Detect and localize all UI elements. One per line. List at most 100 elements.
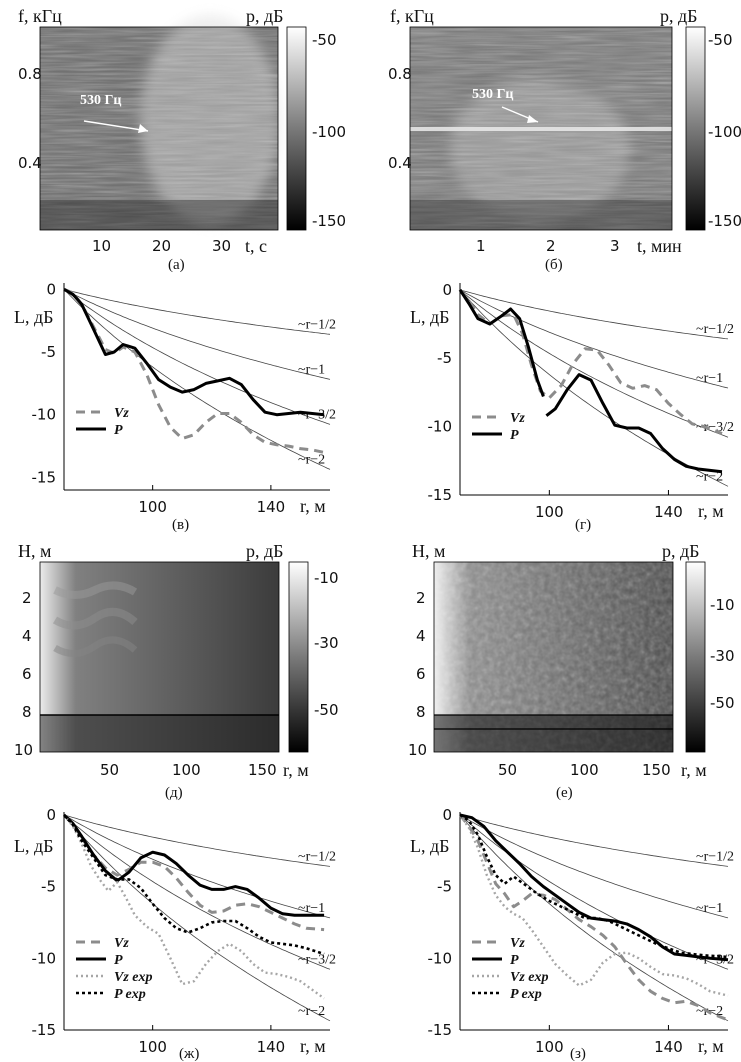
caption: (з): [570, 1046, 586, 1062]
xtick-label: 140: [654, 503, 683, 521]
series-line-vz-exp: [63, 814, 325, 1000]
legend-label: Vz: [510, 936, 525, 951]
xtick-label: 140: [257, 1038, 286, 1056]
cbar-a-tick-150: -150: [312, 212, 346, 230]
power-law-curve-3: [63, 814, 331, 970]
power-law-curve-1: [459, 814, 729, 867]
ytick-a-0.4: 0.4: [18, 154, 42, 172]
ylabel: L, дБ: [410, 836, 450, 856]
xtick-label: 140: [654, 1038, 683, 1056]
power-law-label: ~r−2: [696, 469, 723, 484]
power-law-curve-1: [63, 288, 331, 335]
power-law-curve-4: [63, 814, 331, 1022]
spectrogram-b-frame: [409, 26, 673, 231]
colorbar-b: [685, 26, 706, 231]
ytick-e-4: 4: [22, 627, 32, 645]
cbar-e-tick-50: -50: [314, 701, 339, 719]
series-line-p: [63, 287, 325, 417]
spectrogram-b-low-band: [410, 200, 672, 230]
spectrogram-a-frame: [39, 26, 279, 231]
ytick-label: -10: [32, 406, 57, 424]
power-law-label: ~r−1/2: [298, 317, 336, 332]
ytick-label: -5: [437, 349, 452, 367]
ytick-label: 0: [442, 806, 452, 824]
xtick-e-150: 150: [248, 761, 277, 779]
caption-f: (е): [556, 785, 573, 801]
ytick-e-10: 10: [14, 741, 33, 759]
ytick-label: 0: [46, 806, 56, 824]
colorbar-a: [286, 26, 307, 231]
spectrogram-b-bright-region: [450, 80, 630, 220]
legend-label: P exp: [114, 987, 146, 1002]
spectrogram-a-low-band: [40, 200, 278, 230]
ytick-label: -15: [428, 1021, 453, 1039]
ytick-label: -5: [41, 878, 56, 896]
cbar-a-tick-50: -50: [312, 31, 337, 49]
legend-label: P exp: [510, 987, 542, 1002]
cbar-e-tick-30: -30: [314, 634, 339, 652]
cbar-e-tick-10: -10: [314, 569, 339, 587]
power-law-curve-2: [459, 814, 729, 919]
panel-b: 530 Гц 0.8 0.4 1 2 3 t, мин f, кГц p, дБ…: [388, 6, 741, 273]
power-law-label: ~r−3/2: [298, 952, 336, 967]
cbar-b-tick-150: -150: [708, 212, 741, 230]
colorbar-f: [685, 561, 706, 753]
power-law-label: ~r−1/2: [696, 849, 734, 864]
heatmap-e-fringe: [53, 581, 138, 599]
panel-a: 530 Гц 0.8 0.4 10 20 30 t, с f, кГц p, д…: [18, 6, 346, 273]
power-law-curve-2: [63, 288, 331, 380]
series-line-vz: [458, 288, 723, 435]
ytick-b-0.8: 0.8: [388, 65, 412, 83]
ytick-f-8: 8: [416, 703, 426, 721]
series-line-vz: [458, 813, 729, 1022]
ytick-label: -10: [428, 418, 453, 436]
heatmap-e-fringe: [52, 608, 138, 630]
legend-label: Vz: [114, 406, 129, 421]
caption-e: (д): [165, 785, 183, 801]
ylabel-f: H, м: [412, 541, 445, 561]
ytick-label: -15: [32, 1021, 57, 1039]
series-line-vz: [62, 813, 325, 932]
legend-label: Vz exp: [510, 970, 549, 985]
series-line-p: [458, 288, 723, 474]
ytick-label: -5: [41, 343, 56, 361]
heatmap-e-interference-pattern: [52, 581, 138, 657]
xlabel-b: t, мин: [637, 236, 682, 256]
caption: (ж): [179, 1046, 199, 1062]
ytick-label: -5: [437, 878, 452, 896]
ytick-label: 0: [442, 281, 452, 299]
cbar-f-tick-30: -30: [710, 647, 735, 665]
xtick-label: 100: [535, 1038, 564, 1056]
ytick-label: 0: [46, 280, 56, 298]
xtick-label: 140: [257, 498, 286, 516]
annotation-arrowhead-b: [527, 115, 538, 123]
power-law-curve-3: [459, 289, 729, 438]
ytick-label: -10: [32, 949, 57, 967]
ytick-e-6: 6: [22, 665, 32, 683]
caption: (г): [575, 517, 591, 533]
xlabel-e: r, м: [283, 760, 309, 780]
series-line-vz-exp: [459, 814, 729, 997]
xtick-b-2: 2: [546, 237, 556, 255]
cbar-a-tick-100: -100: [312, 123, 346, 141]
power-law-label: ~r−1/2: [298, 849, 336, 864]
ylabel: L, дБ: [14, 836, 54, 856]
annotation-arrow-a: [83, 120, 149, 132]
legend-label: P: [114, 423, 123, 438]
ylabel-b: f, кГц: [390, 6, 434, 26]
ylabel: L, дБ: [14, 307, 54, 327]
xtick-label: 100: [535, 503, 564, 521]
power-law-label: ~r−1: [696, 371, 723, 386]
ylabel-e: H, м: [18, 541, 51, 561]
caption-a: (а): [168, 257, 185, 273]
power-law-label: ~r−1: [298, 901, 325, 916]
ytick-label: -15: [32, 468, 57, 486]
ytick-f-6: 6: [416, 665, 426, 683]
heatmap-e-bottom-layer: [40, 715, 279, 752]
legend-label: Vz exp: [114, 970, 153, 985]
power-law-label: ~r−3/2: [696, 420, 734, 435]
xtick-label: 100: [138, 1038, 167, 1056]
power-law-curve-3: [63, 288, 331, 425]
